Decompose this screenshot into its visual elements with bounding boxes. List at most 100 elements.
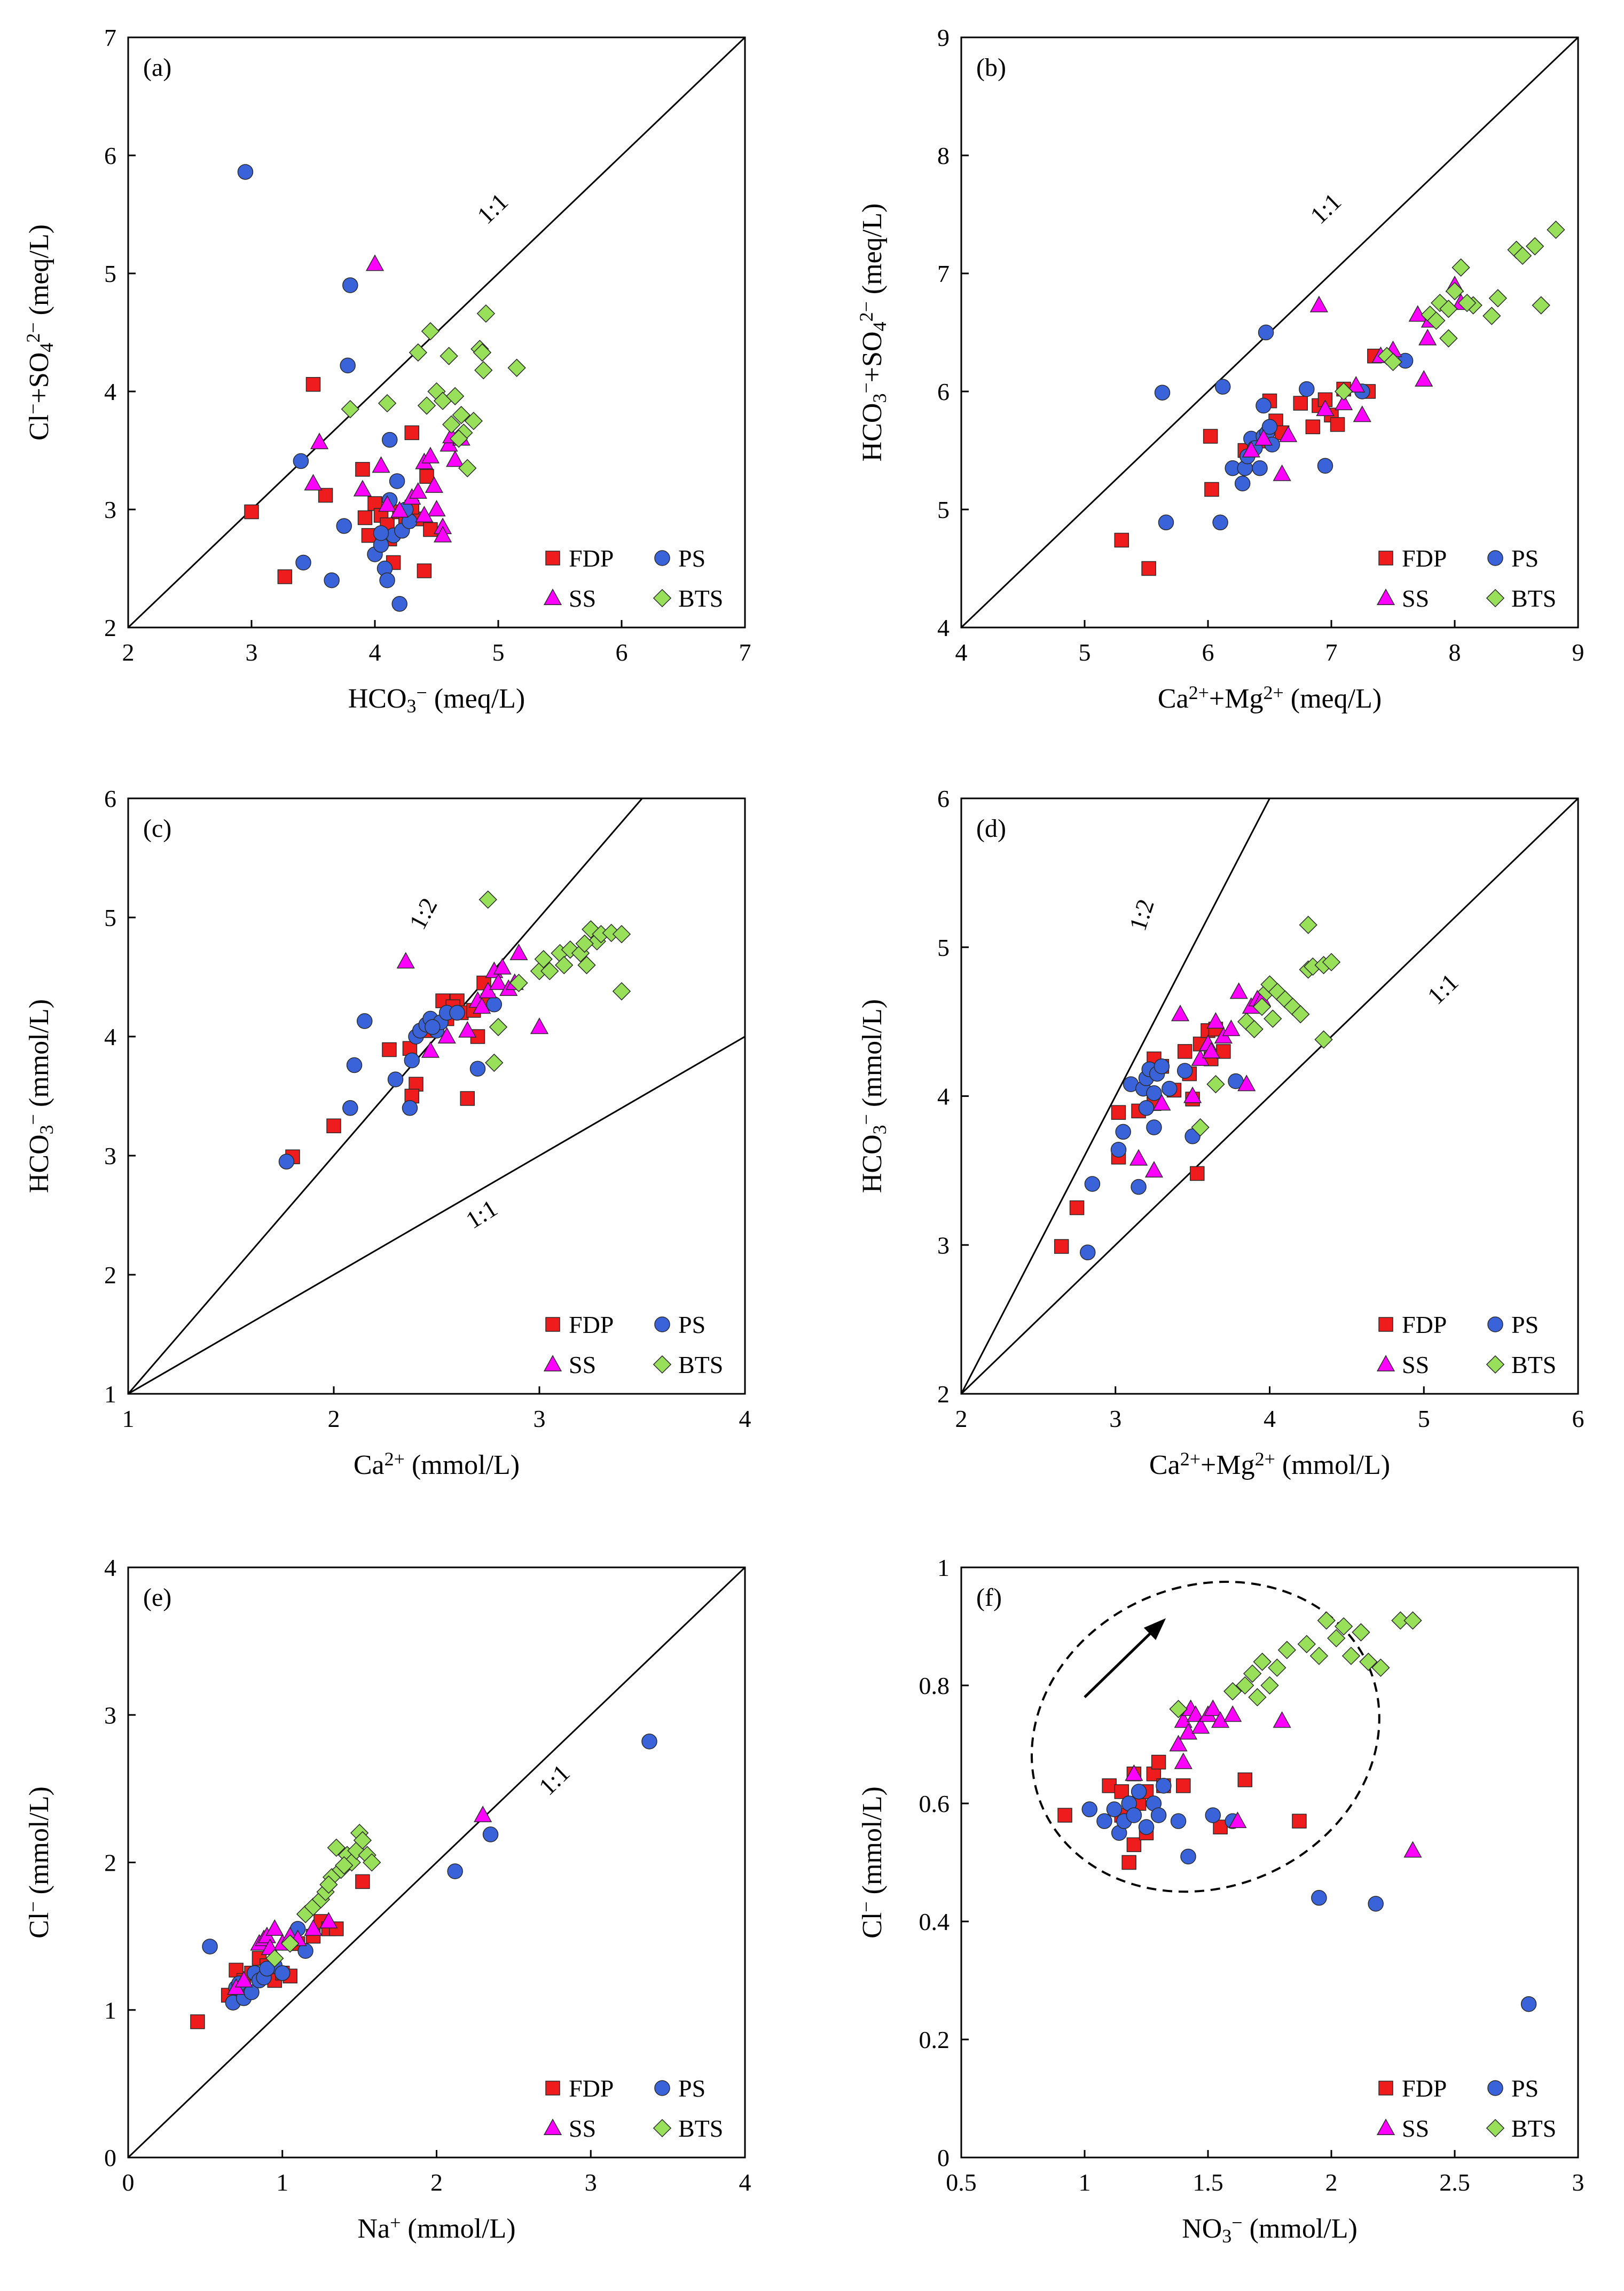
- x-tick-label: 2: [1325, 2169, 1338, 2196]
- data-point-ps: [1214, 379, 1231, 395]
- data-point-ps: [346, 1057, 363, 1073]
- data-point-bts: [378, 394, 397, 413]
- x-tick-label: 4: [369, 639, 381, 666]
- data-point-ss: [427, 500, 446, 517]
- plot-frame: [127, 797, 746, 1395]
- data-point-fdp: [1293, 396, 1308, 411]
- data-point-ps: [1176, 1063, 1193, 1079]
- data-point-ps: [1146, 1085, 1162, 1101]
- legend-marker-fdp: [1378, 551, 1393, 566]
- y-tick-label: 2: [104, 1261, 116, 1289]
- data-point-fdp: [277, 569, 293, 584]
- data-point-ss: [1171, 1005, 1190, 1022]
- data-point-ps: [1110, 1142, 1127, 1158]
- data-point-ss: [1125, 1764, 1143, 1781]
- y-tick-label: 0: [104, 2144, 116, 2171]
- y-axis-label: Cl− (mmol/L): [22, 1786, 54, 1939]
- data-point-ps: [336, 518, 352, 534]
- data-point-ss: [1229, 982, 1248, 999]
- x-tick-label: 7: [739, 639, 751, 666]
- data-point-ss: [304, 1919, 323, 1936]
- legend-marker-bts: [653, 1355, 672, 1374]
- legend-label-fdp: FDP: [1402, 2075, 1447, 2102]
- data-point-ss: [473, 997, 491, 1014]
- data-point-bts: [1532, 296, 1550, 315]
- data-point-bts: [353, 1831, 372, 1850]
- data-point-fdp: [1177, 1044, 1192, 1059]
- legend-marker-ss: [1376, 1355, 1395, 1372]
- x-tick-label: 0.5: [946, 2169, 977, 2196]
- data-point-bts: [612, 982, 631, 1001]
- data-point-ps: [259, 1960, 275, 1977]
- x-tick-label: 3: [585, 2169, 597, 2196]
- data-point-ss: [1186, 1705, 1205, 1722]
- data-point-ss: [425, 476, 443, 493]
- x-tick-label: 3: [1572, 2169, 1584, 2196]
- data-point-ss: [365, 254, 385, 271]
- legend-marker-fdp: [545, 551, 560, 566]
- x-axis-label: Ca2++Mg2+ (mmol/L): [1149, 1448, 1390, 1480]
- data-point-bts: [417, 396, 436, 415]
- legend-marker-ps: [654, 2080, 670, 2096]
- data-point-ss: [1254, 429, 1273, 446]
- data-point-fdp: [382, 1042, 397, 1057]
- x-tick-label: 8: [1449, 639, 1461, 666]
- data-point-bts: [281, 1934, 300, 1953]
- x-tick-label: 7: [1325, 639, 1338, 666]
- data-point-ps: [373, 525, 389, 541]
- y-tick-label: 4: [937, 1083, 950, 1110]
- data-point-bts: [1427, 311, 1446, 330]
- data-point-fdp: [1292, 1814, 1307, 1829]
- data-point-ss: [474, 1806, 492, 1823]
- data-point-ps: [1205, 1807, 1221, 1823]
- data-point-bts: [1341, 1646, 1361, 1665]
- x-tick-label: 4: [739, 1405, 751, 1432]
- data-point-ps: [342, 277, 358, 293]
- data-point-bts: [1334, 382, 1353, 401]
- y-tick-label: 1: [937, 1554, 950, 1581]
- data-point-fdp: [318, 488, 333, 503]
- data-point-ss: [1273, 464, 1291, 481]
- data-point-ss: [1223, 1705, 1242, 1722]
- legend-label-bts: BTS: [1511, 1351, 1556, 1378]
- y-axis-label: HCO3− (mmol/L): [856, 999, 890, 1193]
- y-tick-label: 3: [104, 1142, 116, 1170]
- data-point-fdp: [1204, 482, 1219, 497]
- data-point-bts: [1264, 1009, 1282, 1028]
- data-point-bts: [561, 940, 579, 959]
- data-point-bts: [265, 1949, 284, 1968]
- x-tick-label: 2: [430, 2169, 443, 2196]
- data-point-ps: [402, 1100, 418, 1116]
- data-point-ps: [469, 1061, 486, 1077]
- data-point-ps: [357, 1013, 373, 1029]
- data-point-bts: [1243, 1664, 1262, 1683]
- y-tick-label: 2: [104, 614, 116, 641]
- data-point-ss: [1353, 405, 1371, 422]
- legend-label-ps: PS: [1511, 1311, 1539, 1338]
- data-point-bts: [1236, 1676, 1254, 1695]
- ratio-line-1-1: [128, 1567, 745, 2157]
- legend-label-ss: SS: [1402, 585, 1429, 612]
- data-point-bts: [540, 962, 559, 980]
- data-point-ps: [449, 1005, 465, 1021]
- data-point-ps: [1180, 1848, 1196, 1865]
- data-point-ps: [297, 1943, 313, 1959]
- data-point-bts: [1371, 1658, 1390, 1677]
- data-point-ps: [324, 572, 340, 589]
- data-point-ps: [1317, 458, 1333, 474]
- data-point-ps: [293, 453, 309, 469]
- x-tick-label: 6: [616, 639, 628, 666]
- data-point-bts: [319, 1875, 338, 1894]
- y-tick-label: 3: [104, 1701, 116, 1729]
- trend-arrow-head: [1143, 1618, 1166, 1641]
- legend-label-ps: PS: [1511, 545, 1539, 572]
- data-point-fdp: [1141, 561, 1156, 576]
- data-point-ss: [1174, 1752, 1192, 1769]
- legend-label-ps: PS: [678, 545, 705, 572]
- data-point-ps: [404, 1052, 420, 1069]
- data-point-ps: [1146, 1119, 1162, 1135]
- y-tick-label: 9: [937, 24, 950, 51]
- data-point-ss: [1222, 1019, 1241, 1037]
- plot-frame: [960, 1566, 1579, 2159]
